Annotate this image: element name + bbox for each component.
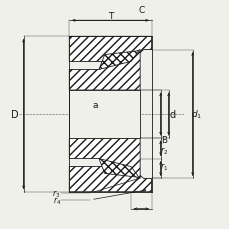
Text: C: C: [138, 6, 144, 15]
Polygon shape: [98, 159, 138, 177]
Text: $r_2$: $r_2$: [160, 145, 168, 157]
Text: D: D: [11, 109, 18, 120]
Text: $r_1$: $r_1$: [160, 161, 168, 172]
Text: $r_3$: $r_3$: [52, 187, 61, 199]
Text: $r_4$: $r_4$: [53, 195, 61, 206]
Text: d: d: [169, 109, 175, 120]
Text: a: a: [93, 101, 98, 110]
Polygon shape: [69, 138, 139, 179]
Text: B: B: [161, 135, 167, 144]
Polygon shape: [69, 37, 151, 62]
Text: T: T: [107, 12, 113, 21]
Polygon shape: [69, 50, 139, 91]
Polygon shape: [69, 167, 151, 192]
Text: $d_1$: $d_1$: [190, 108, 201, 121]
Polygon shape: [98, 52, 138, 70]
Polygon shape: [69, 91, 139, 138]
